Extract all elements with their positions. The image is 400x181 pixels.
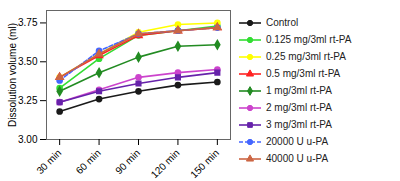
- svg-text:3.75: 3.75: [18, 17, 38, 28]
- html-text:Control: Control: [266, 17, 299, 28]
- svg-text:Dissolution volume (ml): Dissolution volume (ml): [7, 23, 18, 127]
- svg-text:3.00: 3.00: [18, 134, 38, 145]
- svg-text:150 min: 150 min: [188, 147, 221, 180]
- html-text:20000 U u-PA: 20000 U u-PA: [266, 136, 329, 147]
- html-text:40000 U u-PA: 40000 U u-PA: [266, 153, 329, 164]
- html-text:3 mg/3ml rt-PA: 3 mg/3ml rt-PA: [266, 119, 332, 130]
- svg-text:3.25: 3.25: [18, 95, 38, 106]
- svg-text:3.50: 3.50: [18, 56, 38, 67]
- html-text:0.125 mg/3ml rt-PA: 0.125 mg/3ml rt-PA: [266, 34, 352, 45]
- html-text:0.25 mg/3ml rt-PA: 0.25 mg/3ml rt-PA: [266, 51, 346, 62]
- svg-text:30 min: 30 min: [34, 147, 63, 176]
- svg-text:60 min: 60 min: [74, 147, 103, 176]
- html-text:0.5 mg/3ml rt-PA: 0.5 mg/3ml rt-PA: [266, 68, 341, 79]
- svg-text:90 min: 90 min: [113, 147, 142, 176]
- html-text:2 mg/3ml rt-PA: 2 mg/3ml rt-PA: [266, 102, 332, 113]
- svg-text:120 min: 120 min: [149, 147, 182, 180]
- html-text:1 mg/3ml rt-PA: 1 mg/3ml rt-PA: [266, 85, 332, 96]
